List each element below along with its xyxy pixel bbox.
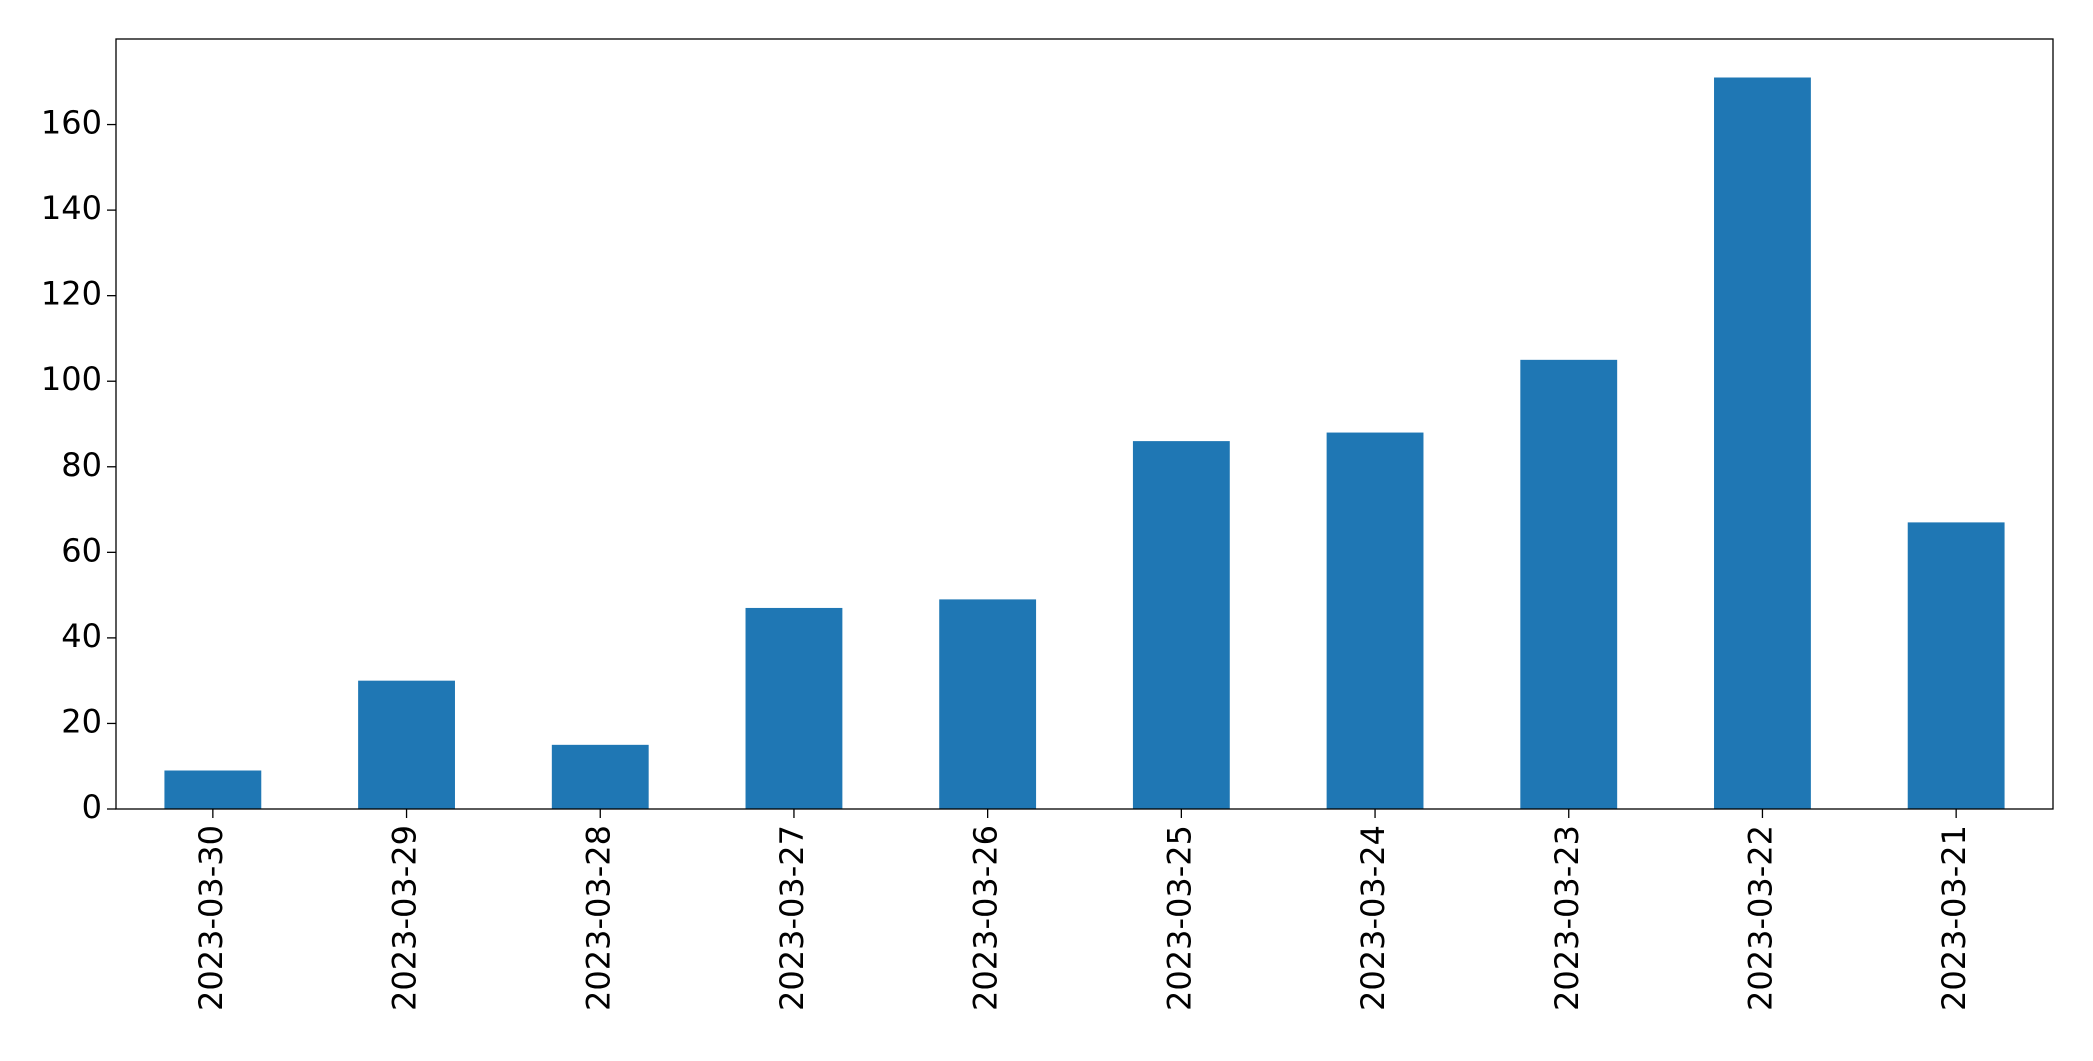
y-tick-label: 160 xyxy=(41,104,102,142)
y-tick-label: 0 xyxy=(82,788,102,826)
bar xyxy=(1907,522,2005,809)
x-tick-label: 2023-03-23 xyxy=(1548,825,1586,1011)
bar xyxy=(745,607,843,809)
bar xyxy=(551,744,649,809)
y-tick-label: 140 xyxy=(41,189,102,227)
plot-frame xyxy=(115,38,2054,810)
x-tick-label: 2023-03-24 xyxy=(1354,825,1392,1011)
x-tick-label: 2023-03-26 xyxy=(967,825,1005,1011)
x-tick-label: 2023-03-29 xyxy=(386,825,424,1011)
x-tick-label: 2023-03-28 xyxy=(579,825,617,1011)
y-tick-label: 100 xyxy=(41,360,102,398)
x-tick-label: 2023-03-27 xyxy=(773,825,811,1011)
bar xyxy=(939,599,1037,809)
y-tick-label: 20 xyxy=(61,702,102,740)
x-tick-label: 2023-03-30 xyxy=(192,825,230,1011)
y-tick-label: 120 xyxy=(41,275,102,313)
bar xyxy=(1132,441,1230,809)
x-tick-label: 2023-03-22 xyxy=(1741,825,1779,1011)
y-tick-label: 80 xyxy=(61,446,102,484)
x-tick-label: 2023-03-21 xyxy=(1935,825,1973,1011)
y-tick-label: 60 xyxy=(61,531,102,569)
x-tick-label: 2023-03-25 xyxy=(1160,825,1198,1011)
bar xyxy=(358,680,455,809)
y-tick-label: 40 xyxy=(61,617,102,655)
bar xyxy=(1520,359,1618,809)
bar xyxy=(1714,77,1811,809)
bar xyxy=(1326,432,1424,809)
bar xyxy=(164,770,262,809)
